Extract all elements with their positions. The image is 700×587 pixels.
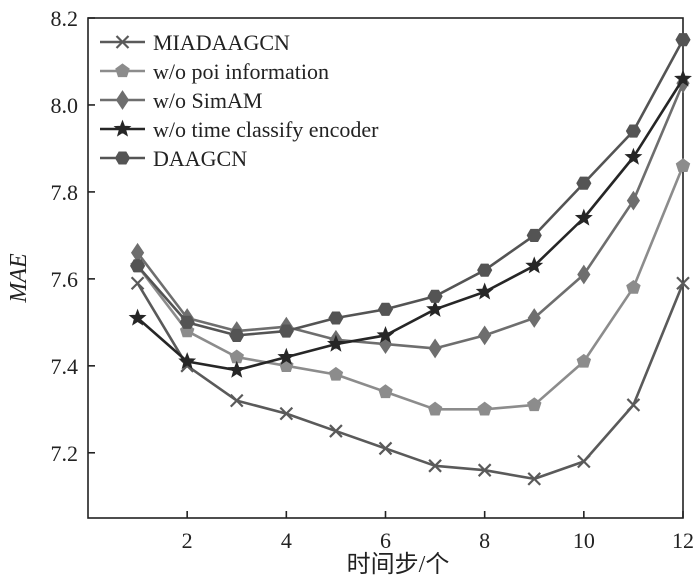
data-point: [427, 289, 443, 303]
x-tick-label: 4: [281, 528, 292, 553]
data-point: [277, 347, 296, 365]
data-point: [576, 176, 592, 190]
legend-item: DAAGCN: [100, 146, 247, 171]
y-tick-label: 8.2: [51, 6, 79, 31]
legend-label: w/o time classify encoder: [153, 117, 379, 142]
data-point: [179, 315, 195, 329]
data-point: [676, 276, 690, 290]
x-tick-label: 6: [380, 528, 391, 553]
data-point: [577, 264, 591, 285]
series-hexagon: [130, 33, 691, 342]
legend-marker: [115, 63, 130, 78]
legend-item: w/o poi information: [100, 59, 329, 84]
legend-item: w/o SimAM: [100, 88, 262, 113]
data-point: [378, 441, 393, 456]
legend-marker: [115, 35, 130, 49]
data-point: [378, 384, 393, 399]
data-point: [328, 311, 344, 325]
data-point: [574, 208, 593, 226]
data-point: [527, 308, 541, 328]
data-point: [130, 259, 146, 273]
legend-label: w/o SimAM: [153, 88, 262, 113]
x-tick-label: 8: [479, 528, 490, 553]
series-line: [136, 165, 685, 411]
data-point: [229, 393, 244, 408]
data-point: [128, 308, 147, 326]
data-point: [675, 158, 691, 172]
y-tick-label: 7.2: [51, 441, 79, 466]
data-point: [525, 256, 544, 274]
x-tick-label: 2: [182, 528, 193, 553]
legend-label: DAAGCN: [153, 146, 247, 171]
data-point: [477, 401, 492, 416]
series-diamond: [130, 73, 690, 359]
data-point: [279, 406, 294, 421]
legend-marker: [115, 90, 130, 110]
y-tick-label: 7.4: [51, 354, 79, 379]
data-point: [674, 69, 692, 87]
series-line: [136, 282, 685, 481]
data-point: [427, 401, 443, 416]
data-point: [326, 334, 345, 352]
series-group: [128, 33, 692, 486]
data-point: [178, 352, 197, 370]
legend: MIADAAGCN w/o poi information w/o SimAM w/o…: [100, 30, 379, 171]
data-point: [428, 459, 442, 473]
legend-item: MIADAAGCN: [100, 30, 290, 55]
x-tick-label: 12: [672, 528, 694, 553]
data-point: [478, 325, 492, 346]
data-point: [227, 360, 246, 378]
data-point: [229, 328, 245, 342]
axes: 2 4 6 8 10 12 7.2 7.4 7.6 7.8 8.0 8.2: [51, 6, 695, 553]
data-point: [526, 228, 542, 242]
y-tick-label: 8.0: [51, 93, 79, 118]
data-point: [477, 463, 492, 477]
data-point: [477, 263, 493, 277]
data-point: [626, 398, 641, 412]
legend-marker: [114, 151, 131, 165]
data-point: [329, 424, 343, 438]
data-point: [426, 299, 445, 317]
data-point: [428, 338, 442, 359]
data-point: [675, 33, 691, 47]
legend-marker: [113, 119, 132, 137]
data-point: [577, 454, 591, 469]
legend-item: w/o time classify encoder: [100, 117, 379, 142]
series-pentagon: [130, 158, 691, 416]
data-point: [626, 279, 641, 294]
data-point: [475, 282, 494, 300]
data-point: [376, 325, 395, 343]
data-point: [527, 397, 542, 412]
data-point: [328, 366, 344, 381]
data-point: [624, 147, 643, 165]
legend-label: MIADAAGCN: [153, 30, 290, 55]
y-tick-label: 7.6: [51, 267, 79, 292]
series-line: [136, 82, 685, 350]
y-tick-label: 7.8: [51, 180, 79, 205]
data-point: [377, 302, 394, 316]
series-x: [130, 276, 690, 486]
data-point: [527, 472, 542, 486]
data-point: [626, 190, 641, 211]
series-star: [128, 69, 692, 378]
series-line: [136, 78, 685, 372]
x-axis-title: 时间步/个: [347, 551, 450, 578]
series-line: [136, 39, 685, 337]
data-point: [278, 324, 294, 338]
legend-label: w/o poi information: [153, 59, 329, 84]
x-tick-label: 10: [573, 528, 595, 553]
data-point: [625, 124, 641, 138]
data-point: [130, 276, 145, 290]
y-axis-title: MAE: [6, 253, 32, 304]
data-point: [576, 353, 592, 368]
